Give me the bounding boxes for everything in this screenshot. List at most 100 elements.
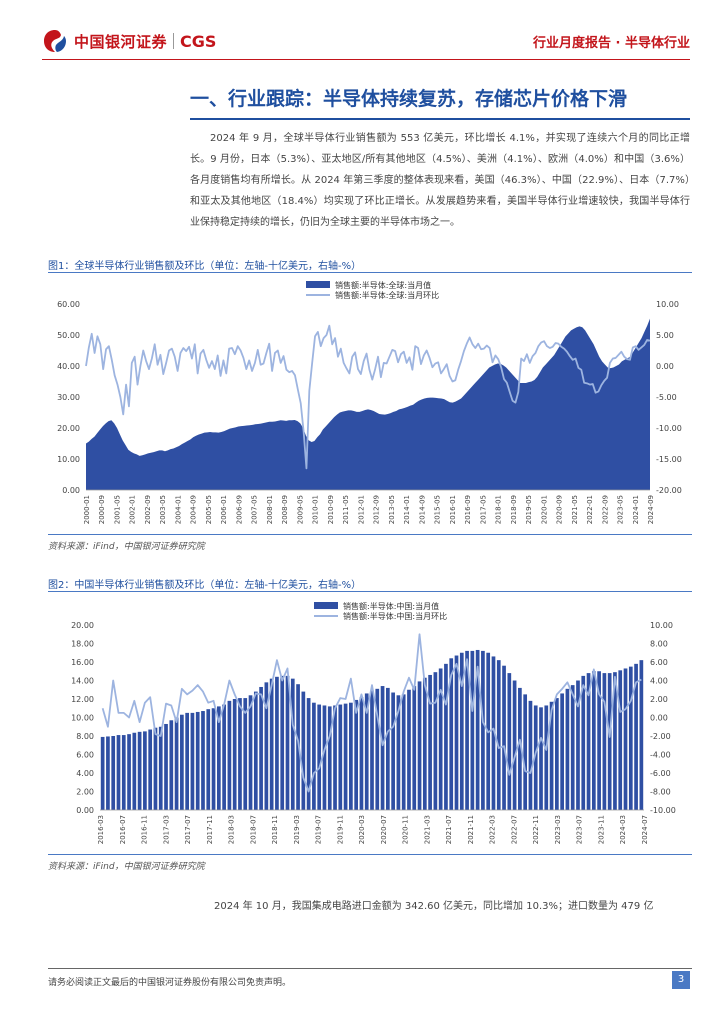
series-bar	[306, 698, 311, 810]
yleft-tick-label: 14.00	[71, 677, 94, 686]
x-tick-label: 2018-11	[271, 815, 279, 844]
series-bar	[523, 694, 528, 811]
logo-mark-icon	[42, 28, 68, 54]
x-tick-label: 2016-11	[141, 815, 149, 844]
x-tick-label: 2024-03	[619, 815, 627, 844]
series-bar	[581, 675, 586, 811]
x-tick-label: 2023-05	[617, 495, 625, 524]
x-tick-label: 2006-09	[235, 495, 243, 524]
series-bar	[544, 705, 549, 810]
yleft-tick-label: 0.00	[76, 806, 94, 815]
yleft-tick-label: 60.00	[57, 300, 80, 309]
yright-tick-label: 10.00	[650, 621, 673, 630]
series-bar	[396, 695, 401, 810]
legend-label: 销售额:半导体:全球:当月环比	[335, 290, 439, 300]
header-divider	[42, 59, 690, 60]
x-tick-label: 2024-01	[632, 495, 640, 524]
series-bar	[190, 712, 195, 811]
series-bar	[206, 709, 211, 810]
x-tick-label: 2016-09	[464, 495, 472, 524]
x-tick-label: 2022-01	[586, 495, 594, 524]
figure1-chart: 0.00 10.00 20.00 30.00 40.00 50.00 60.00 10.00 5…	[57, 280, 682, 524]
yleft-tick-label: 20.00	[71, 621, 94, 630]
series-bar	[475, 649, 480, 810]
report-type-label: 行业月度报告 · 半导体行业	[533, 36, 690, 51]
x-tick-label: 2022-09	[601, 495, 609, 524]
series-bar	[169, 720, 174, 810]
series-bar	[496, 660, 501, 810]
series-bar	[407, 689, 411, 810]
series-bar	[243, 698, 248, 810]
x-tick-label: 2022-07	[510, 815, 518, 844]
series-bar	[232, 699, 237, 810]
yright-tick-label: 0.00	[650, 714, 668, 723]
yright-tick-label: -2.00	[650, 732, 671, 741]
series-bar	[354, 699, 359, 810]
yleft-tick-label: 50.00	[57, 331, 80, 340]
series-bar	[507, 673, 512, 810]
figure1-source: 资料来源：iFind，中国银河证券研究院	[48, 542, 205, 552]
series-bar	[576, 680, 580, 810]
series-bar	[338, 704, 343, 810]
yright-tick-label: -15.00	[656, 455, 682, 464]
series-bar	[528, 700, 533, 810]
yright-tick-label: 10.00	[656, 300, 679, 309]
x-tick-label: 2004-01	[174, 495, 182, 524]
yright-tick-label: -8.00	[650, 788, 671, 797]
series-bar	[195, 711, 200, 810]
series-bar	[259, 686, 263, 810]
yleft-tick-label: 30.00	[57, 393, 80, 402]
x-tick-label: 2014-09	[418, 495, 426, 524]
yright-tick-label: 6.00	[650, 658, 668, 667]
x-tick-label: 2002-09	[144, 495, 152, 524]
x-tick-label: 2020-03	[358, 815, 366, 844]
series-bar	[602, 673, 607, 810]
yleft-tick-label: 40.00	[57, 362, 80, 371]
x-tick-label: 2006-01	[220, 495, 228, 524]
series-bar	[143, 731, 147, 811]
series-bar	[349, 702, 353, 810]
series-bar	[317, 704, 322, 810]
x-tick-label: 2017-07	[184, 815, 192, 844]
series-bar	[111, 736, 116, 810]
x-tick-label: 2012-09	[373, 495, 381, 524]
yright-tick-label: -6.00	[650, 769, 671, 778]
series-bar	[459, 652, 464, 810]
x-tick-label: 2008-09	[281, 495, 289, 524]
x-tick-label: 2020-07	[380, 815, 388, 844]
x-tick-label: 2023-07	[576, 815, 584, 844]
body-paragraph-1: 2024 年 9 月，全球半导体行业销售额为 553 亿美元，环比增长 4.1%…	[190, 133, 690, 228]
x-tick-label: 2010-09	[327, 495, 335, 524]
x-tick-label: 2016-07	[119, 815, 127, 844]
x-tick-label: 2021-03	[423, 815, 431, 844]
series-bar	[106, 736, 110, 810]
series-bar	[285, 675, 290, 811]
series-bar	[618, 670, 623, 810]
x-tick-label: 2016-03	[97, 815, 105, 844]
series-bar	[623, 668, 628, 810]
series-bar	[253, 691, 258, 810]
logo-cn-text: 中国银河证券	[74, 32, 168, 51]
figure2-bottom-rule	[48, 854, 692, 855]
yleft-tick-label: 16.00	[71, 658, 94, 667]
series-bar	[380, 686, 385, 810]
series-bar	[164, 723, 168, 810]
x-tick-label: 2019-07	[315, 815, 323, 844]
legend-swatch-area	[306, 281, 330, 288]
series-bar	[570, 685, 575, 810]
figure1-top-rule	[48, 272, 692, 273]
page-number: 3	[672, 971, 690, 989]
section-title: 一、行业跟踪：半导体持续复苏，存储芯片价格下滑	[190, 84, 690, 120]
legend-label: 销售额:半导体:中国:当月值	[343, 601, 439, 611]
series-bar	[238, 698, 242, 810]
x-tick-label: 2018-07	[249, 815, 257, 844]
yright-tick-label: 2.00	[650, 695, 668, 704]
series-bar	[438, 668, 443, 810]
series-bar	[555, 698, 559, 810]
x-tick-label: 2024-07	[641, 815, 649, 844]
figure2-chart: 0.00 2.00 4.00 6.00 8.00 10.00 12.00 14.00 16.00…	[71, 601, 676, 844]
yright-tick-label: 0.00	[656, 362, 674, 371]
series-bar	[222, 704, 226, 810]
page-header: 中国银河证券 CGS 行业月度报告 · 半导体行业	[0, 0, 724, 60]
series-bar	[359, 697, 364, 810]
